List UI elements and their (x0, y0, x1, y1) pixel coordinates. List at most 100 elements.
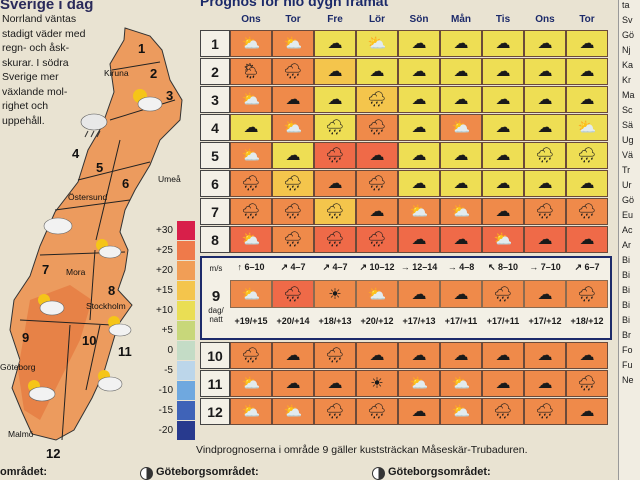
forecast-cell: ☁ (482, 86, 524, 113)
temperature-row: +19/+15 +20/+14 +18/+13 +20/+12 +17/+13 +17/+… (230, 316, 608, 326)
forecast-cell: ☁ (314, 86, 356, 113)
forecast-cell: ⛅ (230, 398, 272, 425)
forecast-cell: ☁ (356, 342, 398, 369)
forecast-cell: ☁ (272, 86, 314, 113)
region-number: 8 (108, 283, 115, 298)
forecast-cell: ☁ (398, 142, 440, 169)
summary-line: Norrland väntas (2, 13, 77, 25)
forecast-cell: 🌧 (356, 398, 398, 425)
forecast-cell: ☁ (524, 342, 566, 369)
forecast-cell: ☁ (482, 30, 524, 57)
cloud-rain-icon (80, 113, 108, 138)
bottom-strip: området: Göteborgsområdet: Göteborgsområ… (0, 464, 620, 480)
cloud-icon: ☁ (411, 285, 427, 303)
forecast-cell: 🌧 (356, 226, 398, 253)
cloud-icon: ☁ (411, 403, 427, 420)
cloud-icon: ☁ (411, 91, 427, 108)
forecast-cell: ☁ (272, 142, 314, 169)
wind-value: ↗ 10–12 (359, 262, 395, 272)
cloud-icon: ☁ (579, 63, 595, 80)
cloud-icon: ☁ (495, 35, 511, 52)
cloud-rain-icon: 🌧 (325, 203, 345, 220)
cloud-icon: ☁ (579, 231, 595, 248)
forecast-cell: ☁ (440, 142, 482, 169)
cloud-icon: ☁ (327, 35, 343, 52)
cloud-icon: ☁ (579, 347, 595, 364)
forecast-cell: ☁ (314, 58, 356, 85)
strip-text: Ma (622, 90, 635, 100)
forecast-cell: ☁ (314, 170, 356, 197)
region-number: 10 (82, 333, 96, 348)
forecast-cell: ⛅ (230, 280, 272, 308)
legend-label: +30 (156, 224, 173, 236)
day-label: Tor (579, 14, 595, 25)
forecast-cell: 🌧 (524, 198, 566, 225)
cloud-sun-icon: ⛅ (367, 285, 387, 303)
forecast-cell: ☁ (398, 30, 440, 57)
day-night-label: dag/ natt (202, 306, 230, 324)
legend-swatch (177, 260, 195, 280)
forecast-cell: 🌧 (356, 114, 398, 141)
cloud-icon: ☁ (285, 375, 301, 392)
strip-text: Bi (622, 270, 631, 280)
forecast-row: 3 ⛅ ☁ ☁ 🌧 ☁ ☁ ☁ ☁ ☁ (200, 86, 612, 114)
cloud-icon: ☁ (327, 63, 343, 80)
forecast-cell: ☁ (524, 370, 566, 397)
legend-swatch (177, 400, 195, 420)
legend-swatch (177, 360, 195, 380)
wind-value: ↖ 8–10 (487, 262, 519, 272)
forecast-cell: ☁ (482, 198, 524, 225)
day-night-temperature: +18/+12 (570, 316, 604, 326)
forecast-cell: 🌧 (566, 142, 608, 169)
cloud-rain-icon: 🌧 (325, 347, 345, 364)
forecast-cell: 🌧 (482, 280, 524, 308)
night-label: natt (209, 315, 223, 324)
cloud-sun-icon: ⛅ (241, 403, 261, 420)
cloud-icon: ☁ (453, 91, 469, 108)
cloud-icon: ☁ (369, 347, 385, 364)
strip-text: Gö (622, 30, 635, 40)
area-number: 5 (200, 142, 230, 169)
cloud-icon: ☁ (495, 203, 511, 220)
legend-swatch (177, 320, 195, 340)
area-number: 1 (200, 30, 230, 57)
legend-label: +20 (156, 264, 173, 276)
forecast-cell: ☁ (524, 86, 566, 113)
day-label: Mån (451, 14, 471, 25)
forecast-cell: ⛅ (398, 370, 440, 397)
forecast-cell: ☁ (356, 198, 398, 225)
day-night-temperature: +17/+11 (486, 316, 520, 326)
forecast-cell: 🌧 (230, 342, 272, 369)
forecast-cell: 🌧 (272, 58, 314, 85)
cloud-icon: ☁ (327, 91, 343, 108)
wind-row: ↑ 6–10 ↗ 4–7 ↗ 4–7 ↗ 10–12 → 12–14 → 4–8 ↖ 8–1… (230, 262, 608, 273)
region-number: 12 (46, 446, 60, 461)
legend-row: +20 (140, 260, 195, 280)
strip-text: Bi (622, 285, 631, 295)
cloud-sun-icon: ⛅ (283, 35, 303, 52)
strip-text: Ne (622, 375, 634, 385)
forecast-row: 6 🌧 🌧 ☁ 🌧 ☁ ☁ ☁ ☁ ☁ (200, 170, 612, 198)
forecast-cell: 🌧 (356, 86, 398, 113)
bottom-label-left: området: (0, 466, 48, 478)
strip-text: Ac (622, 225, 633, 235)
forecast-cell: ☁ (524, 226, 566, 253)
cloud-icon: ☁ (495, 63, 511, 80)
region-number: 3 (166, 88, 173, 103)
summary-line: Sverige mer (2, 71, 59, 83)
area-9-icons: ⛅ 🌧 ☀ ⛅ ☁ ☁ 🌧 ☁ 🌧 (230, 280, 608, 308)
day-header: Ons Tor Fre Lör Sön Mån Tis Ons Tor (230, 14, 608, 25)
sun-icon: ☀ (370, 375, 384, 392)
forecast-cell: ☁ (314, 30, 356, 57)
legend-label: -20 (158, 424, 173, 436)
area-number: 7 (200, 198, 230, 225)
region-number: 9 (22, 330, 29, 345)
cloud-icon: ☁ (411, 35, 427, 52)
map-weather-icons (28, 89, 163, 402)
cloud-sun-icon: ⛅ (493, 231, 513, 248)
legend-label: +15 (156, 284, 173, 296)
forecast-cell: 🌧 (314, 198, 356, 225)
moon-phase-icon (372, 467, 385, 480)
forecast-cell: 🌧 (272, 198, 314, 225)
